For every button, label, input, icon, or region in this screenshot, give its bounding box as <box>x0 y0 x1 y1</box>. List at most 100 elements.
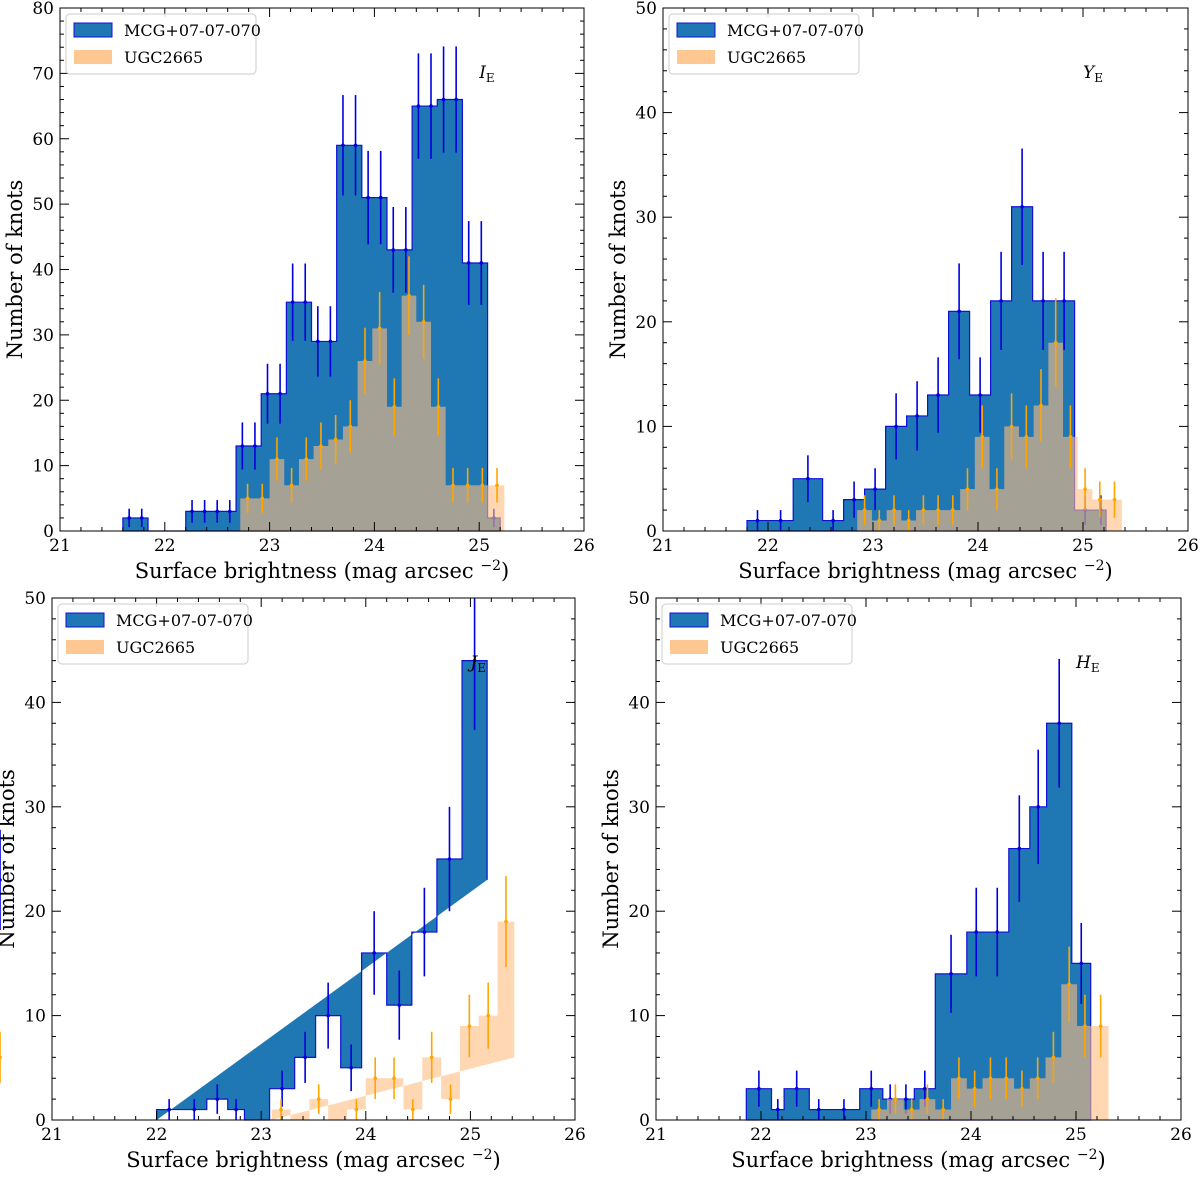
data-point <box>326 1013 330 1018</box>
y-tick-label: 30 <box>628 798 650 818</box>
data-point <box>275 457 279 461</box>
data-point <box>448 1097 453 1101</box>
chart-panel-ye: 21 22 23 24 25 26 0 10 20 30 40 50 Surface brightnes… <box>600 0 1200 588</box>
data-point <box>1041 299 1045 303</box>
data-point <box>909 1107 914 1112</box>
data-point <box>852 497 856 502</box>
y-tick-label: 50 <box>635 0 657 19</box>
legend-label-mcg: MCG+07-07-070 <box>720 611 857 630</box>
data-point <box>923 1086 927 1091</box>
x-tick-label: 22 <box>154 536 176 556</box>
data-point <box>1020 204 1024 209</box>
legend-label-mcg: MCG+07-07-070 <box>727 21 864 40</box>
data-point <box>776 1107 780 1112</box>
legend-swatch-ugc <box>670 640 708 654</box>
x-tick-label: 25 <box>1072 536 1094 556</box>
axes-frame <box>655 597 1182 1121</box>
data-point <box>190 509 194 514</box>
y-axis-label: Number of knots <box>600 769 623 949</box>
y-tick-label: 10 <box>32 457 54 477</box>
data-point <box>303 300 308 304</box>
x-tick-label: 24 <box>364 536 386 556</box>
legend-label-ugc: UGC2665 <box>124 48 203 67</box>
data-point <box>794 1086 799 1091</box>
y-tick-label: 20 <box>628 902 650 922</box>
data-point <box>127 516 131 520</box>
y-tick-label: 80 <box>32 0 54 19</box>
legend-box <box>661 603 853 665</box>
data-point <box>472 658 477 663</box>
data-point <box>0 1055 2 1060</box>
data-point <box>941 1107 945 1112</box>
data-point <box>921 508 926 512</box>
y-tick-label: 40 <box>24 693 46 713</box>
data-point <box>1035 1076 1040 1081</box>
x-tick-label: 23 <box>250 1125 272 1145</box>
data-point <box>936 393 940 397</box>
data-point <box>451 483 455 488</box>
data-point <box>373 1076 378 1081</box>
data-point <box>333 437 338 442</box>
legend: MCG+07-07-070 UGC2665 <box>65 13 261 75</box>
data-point <box>260 496 265 501</box>
data-point <box>1009 424 1014 429</box>
series-ugc <box>871 946 1109 1120</box>
data-point <box>316 1097 321 1101</box>
data-point <box>1039 403 1043 408</box>
legend-swatch-ugc <box>66 640 104 654</box>
x-axis-label: Surface brightness (mag arcsec −2) <box>126 1147 500 1172</box>
data-point <box>1051 1055 1056 1060</box>
y-axis-label: Number of knots <box>3 180 27 360</box>
chart-panel-ie: 21 22 23 24 25 26 0 10 20 30 40 50 60 70 80 Surface bri… <box>0 0 600 588</box>
chart-svg: 21 22 23 24 25 26 0 10 20 30 40 50 Surface brightnes… <box>606 0 1199 583</box>
legend-label-ugc: UGC2665 <box>727 48 806 67</box>
data-point <box>279 1107 283 1112</box>
x-axis-label: Surface brightness (mag arcsec −2) <box>731 1147 1105 1172</box>
data-point <box>957 309 961 314</box>
data-point <box>480 483 485 488</box>
band-label: JE <box>467 653 486 675</box>
y-tick-label: 10 <box>24 1007 46 1027</box>
data-point <box>354 1107 359 1112</box>
data-point <box>465 483 470 488</box>
data-point <box>904 1097 908 1101</box>
histogram-fill <box>156 660 488 1120</box>
y-tick-label: 20 <box>24 902 46 922</box>
band-label: HE <box>1075 653 1100 675</box>
y-tick-label: 50 <box>628 589 650 609</box>
x-tick-label: 21 <box>652 536 674 556</box>
data-point <box>1024 435 1029 439</box>
series-ugc <box>857 298 1122 531</box>
data-point <box>265 391 270 396</box>
data-point <box>303 1055 307 1060</box>
band-label: IE <box>478 63 494 85</box>
data-point <box>422 930 427 934</box>
data-point <box>906 518 911 523</box>
data-point <box>215 1097 220 1101</box>
data-point <box>974 930 979 934</box>
legend-swatch-mcg <box>676 22 716 38</box>
axes-frame <box>662 7 1189 532</box>
data-point <box>1062 299 1066 303</box>
data-point <box>392 1076 396 1081</box>
histogram-outline <box>122 98 501 532</box>
histogram-fill <box>746 723 1091 1120</box>
data-point <box>1068 435 1073 439</box>
data-point <box>873 487 877 491</box>
y-tick-label: 30 <box>635 208 657 228</box>
x-tick-label: 26 <box>573 536 595 556</box>
x-tick-label: 25 <box>460 1125 482 1145</box>
series-ugc <box>240 256 505 531</box>
axes-frame <box>51 597 576 1121</box>
legend-swatch-mcg <box>65 612 105 628</box>
chart-svg: 21 22 23 24 25 26 0 10 20 30 40 50 60 70 80 Surface bri… <box>3 0 595 583</box>
x-tick-label: 21 <box>645 1125 667 1145</box>
data-point <box>467 1024 472 1028</box>
data-point <box>416 104 421 108</box>
data-point <box>988 1076 993 1081</box>
x-tick-label: 24 <box>960 1125 982 1145</box>
data-point <box>192 1107 197 1112</box>
legend: MCG+07-07-070 UGC2665 <box>668 13 864 75</box>
data-point <box>831 518 835 523</box>
data-point <box>280 1086 284 1091</box>
